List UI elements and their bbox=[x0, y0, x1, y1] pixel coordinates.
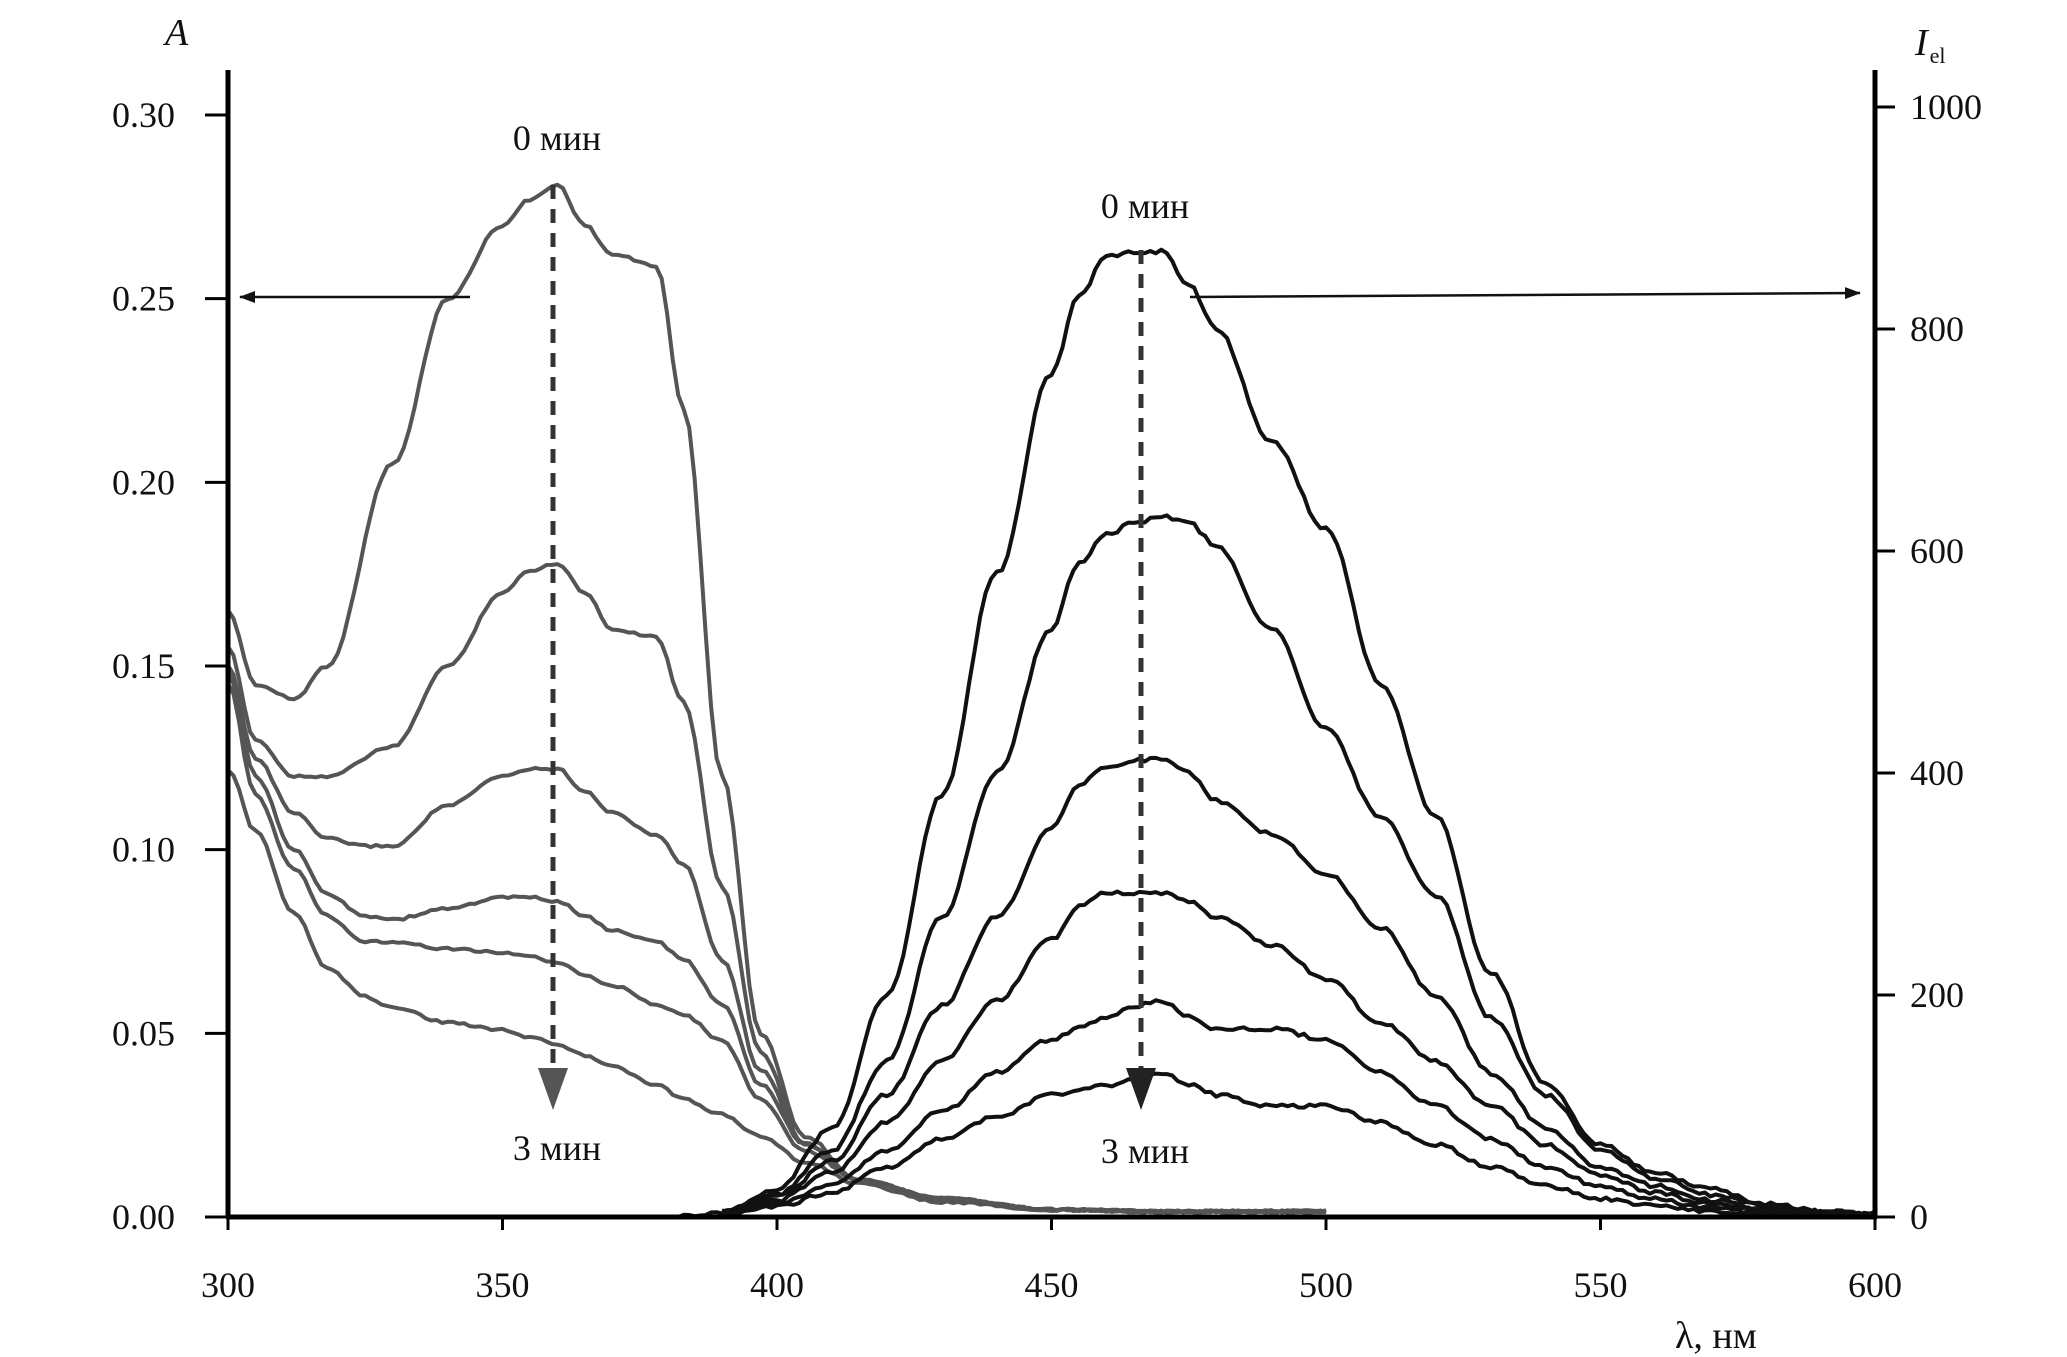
emission-series-line bbox=[721, 755, 1877, 1219]
left-y-tick-label: 0.30 bbox=[112, 95, 175, 135]
emission-series-line bbox=[721, 998, 1876, 1219]
x-tick-label: 300 bbox=[201, 1265, 255, 1305]
series-layer bbox=[226, 182, 1877, 1219]
emission-start-label: 0 мин bbox=[1101, 186, 1189, 226]
right-axis-title: Iel bbox=[1914, 22, 1946, 68]
right-y-tick-label: 200 bbox=[1910, 975, 1964, 1015]
right-pointer-arrow bbox=[1189, 287, 1861, 300]
x-tick-label: 400 bbox=[750, 1265, 804, 1305]
right-y-tick-label: 1000 bbox=[1910, 87, 1982, 127]
right-y-tick-label: 600 bbox=[1910, 531, 1964, 571]
absorption-trend-arrowhead bbox=[538, 1068, 568, 1110]
x-tick-label: 550 bbox=[1574, 1265, 1628, 1305]
x-tick-label: 350 bbox=[476, 1265, 530, 1305]
x-tick-label: 600 bbox=[1848, 1265, 1902, 1305]
left-axis-title: A bbox=[162, 12, 189, 54]
emission-series-line bbox=[721, 513, 1876, 1217]
x-axis-title: λ, нм bbox=[1675, 1315, 1757, 1357]
left-y-tick-label: 0.25 bbox=[112, 279, 175, 319]
left-y-tick-label: 0.15 bbox=[112, 646, 175, 686]
absorption-series-line bbox=[226, 182, 1327, 1215]
absorption-end-label: 3 мин bbox=[513, 1128, 601, 1168]
emission-end-label: 3 мин bbox=[1101, 1131, 1189, 1171]
right-y-tick-label: 800 bbox=[1910, 309, 1964, 349]
left-y-tick-label: 0.00 bbox=[112, 1197, 175, 1237]
x-tick-label: 450 bbox=[1025, 1265, 1079, 1305]
x-tick-label: 500 bbox=[1299, 1265, 1353, 1305]
left-y-tick-label: 0.05 bbox=[112, 1013, 175, 1053]
right-y-tick-label: 0 bbox=[1910, 1197, 1928, 1237]
right-y-tick-label: 400 bbox=[1910, 753, 1964, 793]
emission-series-line bbox=[677, 247, 1876, 1219]
ticks-layer: 300 350 400 450 500 550 600 0.00 0.05 0.10 0.15 0.2… bbox=[112, 87, 1982, 1305]
absorption-series-line bbox=[226, 768, 1327, 1215]
left-y-tick-label: 0.10 bbox=[112, 830, 175, 870]
emission-series-line bbox=[721, 889, 1876, 1218]
absorption-start-label: 0 мин bbox=[513, 118, 601, 158]
left-y-tick-label: 0.20 bbox=[112, 462, 175, 502]
emission-trend-arrowhead bbox=[1126, 1068, 1156, 1110]
emission-series-line bbox=[721, 1071, 1876, 1219]
